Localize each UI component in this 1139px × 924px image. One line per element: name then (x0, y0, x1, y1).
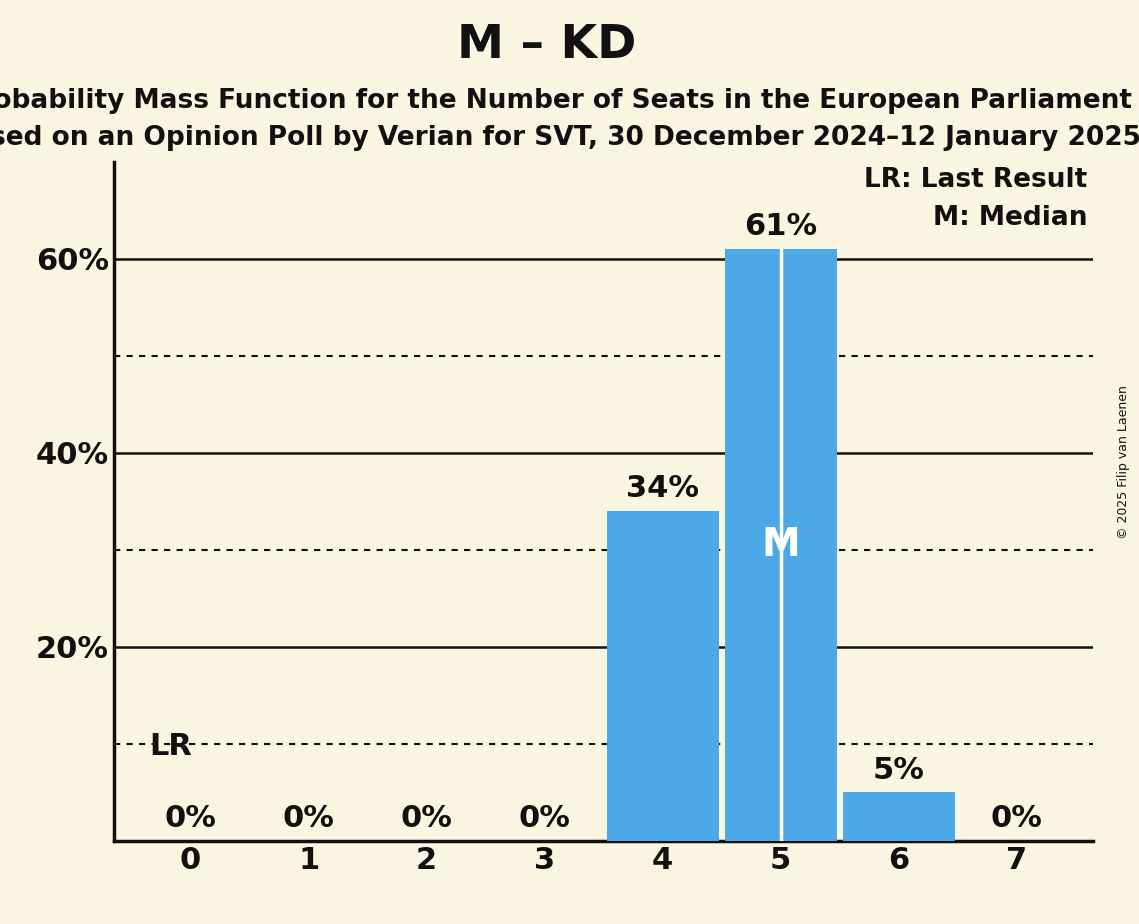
Text: Based on an Opinion Poll by Verian for SVT, 30 December 2024–12 January 2025: Based on an Opinion Poll by Verian for S… (0, 125, 1139, 151)
Text: 0%: 0% (401, 804, 452, 833)
Text: 61%: 61% (744, 213, 818, 241)
Bar (724, 249, 837, 841)
Text: 0%: 0% (991, 804, 1042, 833)
Text: LR: LR (149, 733, 192, 761)
Text: © 2025 Filip van Laenen: © 2025 Filip van Laenen (1117, 385, 1130, 539)
Text: Probability Mass Function for the Number of Seats in the European Parliament: Probability Mass Function for the Number… (0, 88, 1132, 114)
Text: 34%: 34% (626, 474, 699, 504)
Bar (607, 511, 719, 841)
Bar (843, 793, 954, 841)
Text: LR: Last Result: LR: Last Result (865, 166, 1088, 192)
Text: M – KD: M – KD (457, 23, 637, 68)
Text: 5%: 5% (872, 756, 925, 784)
Text: 0%: 0% (518, 804, 571, 833)
Text: M: Median: M: Median (933, 205, 1088, 231)
Text: 0%: 0% (165, 804, 216, 833)
Text: M: M (761, 526, 800, 564)
Text: 0%: 0% (282, 804, 335, 833)
